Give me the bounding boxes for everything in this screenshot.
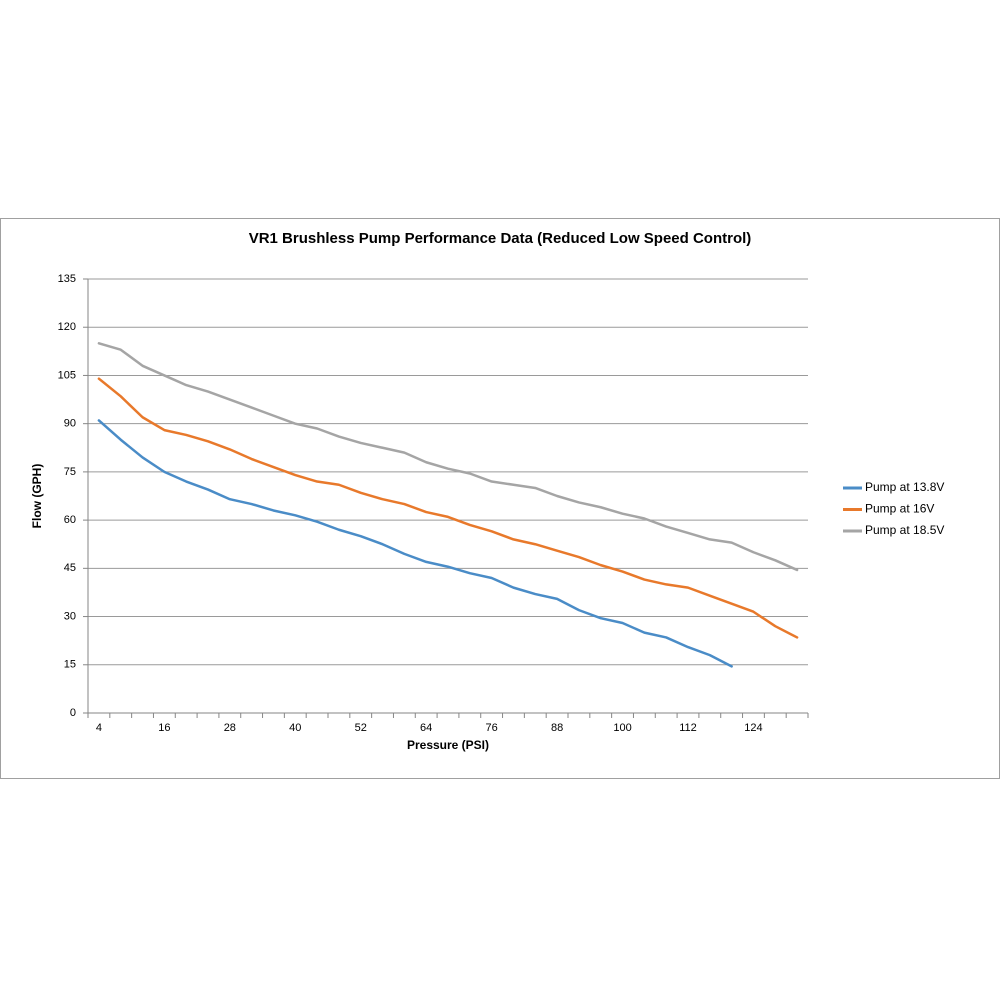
x-tick-label: 28 xyxy=(224,722,236,734)
y-tick-label: 0 xyxy=(70,707,76,719)
legend-label: Pump at 18.5V xyxy=(865,523,944,537)
chart-frame xyxy=(0,218,1000,779)
y-tick-label: 105 xyxy=(58,369,76,381)
x-tick-label: 16 xyxy=(158,722,170,734)
x-tick-label: 88 xyxy=(551,722,563,734)
x-tick-label: 112 xyxy=(679,722,697,734)
series-line xyxy=(97,419,733,668)
y-tick-label: 135 xyxy=(58,273,76,285)
x-tick-label: 52 xyxy=(355,722,367,734)
y-tick-label: 45 xyxy=(64,562,76,574)
chart-title: VR1 Brushless Pump Performance Data (Red… xyxy=(249,230,752,247)
y-tick-label: 75 xyxy=(64,466,76,478)
x-tick-label: 4 xyxy=(96,722,102,734)
y-tick-label: 90 xyxy=(64,418,76,430)
legend-label: Pump at 13.8V xyxy=(865,480,944,494)
series-line xyxy=(97,377,799,639)
y-tick-label: 60 xyxy=(64,514,76,526)
series-line xyxy=(97,342,799,572)
x-tick-label: 64 xyxy=(420,722,432,734)
x-tick-label: 76 xyxy=(486,722,498,734)
legend-label: Pump at 16V xyxy=(865,502,934,516)
x-axis-title: Pressure (PSI) xyxy=(407,738,489,752)
y-axis-title: Flow (GPH) xyxy=(30,464,44,529)
y-tick-label: 30 xyxy=(64,610,76,622)
y-tick-label: 120 xyxy=(58,321,76,333)
x-tick-label: 124 xyxy=(744,722,762,734)
x-tick-label: 40 xyxy=(289,722,301,734)
y-tick-label: 15 xyxy=(64,659,76,671)
x-tick-label: 100 xyxy=(613,722,631,734)
